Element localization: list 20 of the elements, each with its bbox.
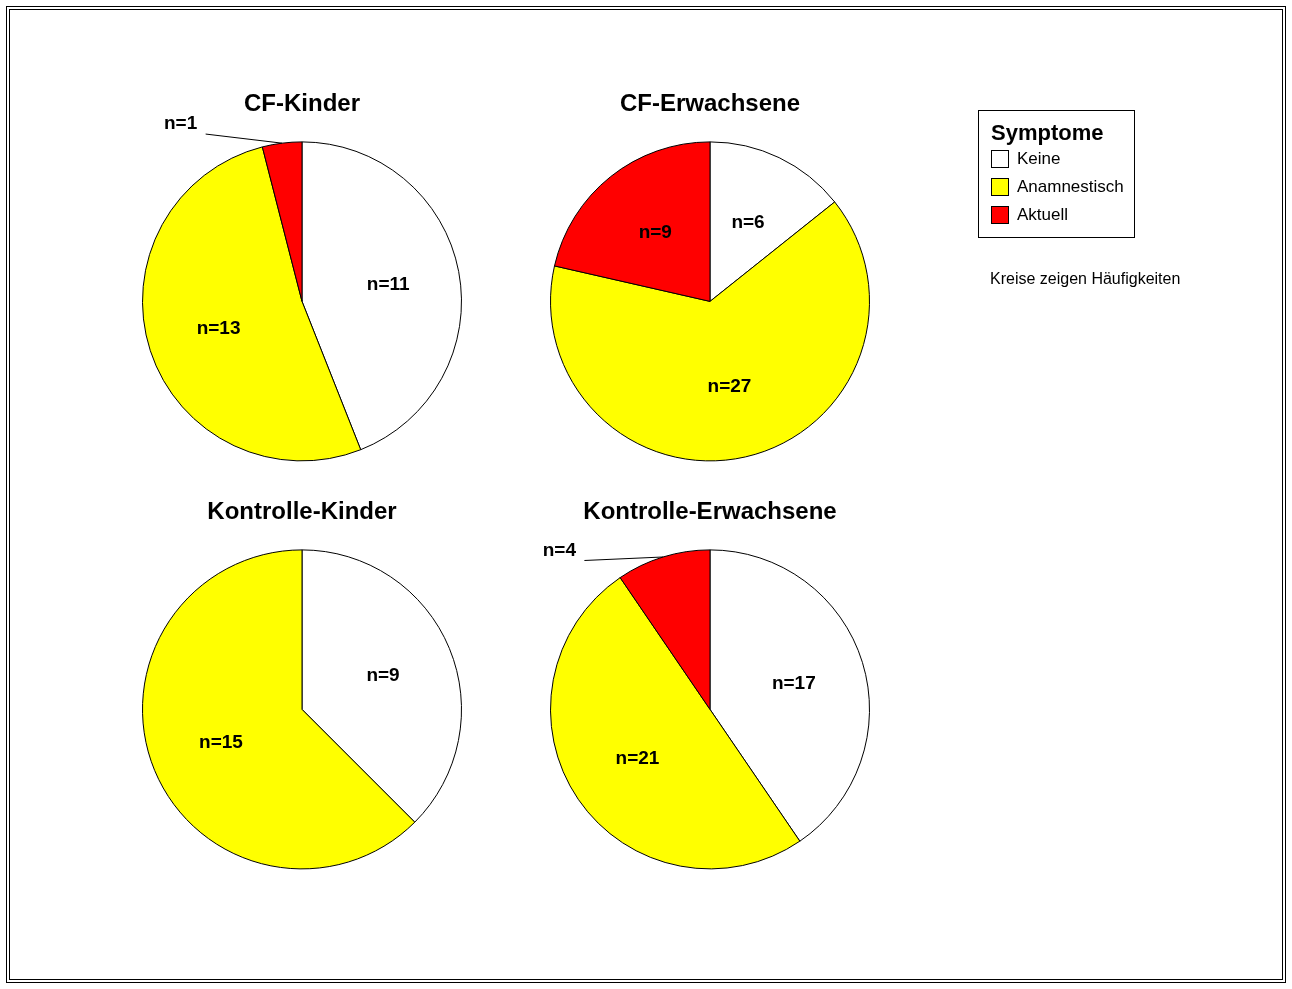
chart-title: CF-Kinder [244, 89, 360, 117]
legend-label: Keine [1017, 148, 1061, 170]
data-label: n=27 [707, 375, 752, 397]
legend-label: Anamnestisch [1017, 176, 1124, 198]
legend-title: Symptome [991, 120, 1105, 145]
chart-title: CF-Erwachsene [619, 89, 801, 117]
chart-title: Kontrolle-Erwachsene [583, 497, 837, 525]
chart-title: Kontrolle-Kinder [207, 497, 397, 525]
data-label: n=9 [638, 221, 672, 243]
data-label: n=15 [199, 731, 244, 753]
data-label: n=6 [731, 210, 765, 232]
legend-label: Aktuell [1017, 204, 1069, 226]
data-label: n=17 [771, 671, 816, 693]
data-label: n=21 [615, 747, 660, 769]
text: Kreise zeigen Häufigkeiten [990, 270, 1181, 288]
data-label: n=13 [196, 316, 241, 338]
data-label: n=4 [542, 538, 577, 560]
data-label: n=9 [366, 664, 400, 686]
data-label: n=1 [164, 112, 198, 134]
data-label: n=11 [366, 273, 410, 295]
